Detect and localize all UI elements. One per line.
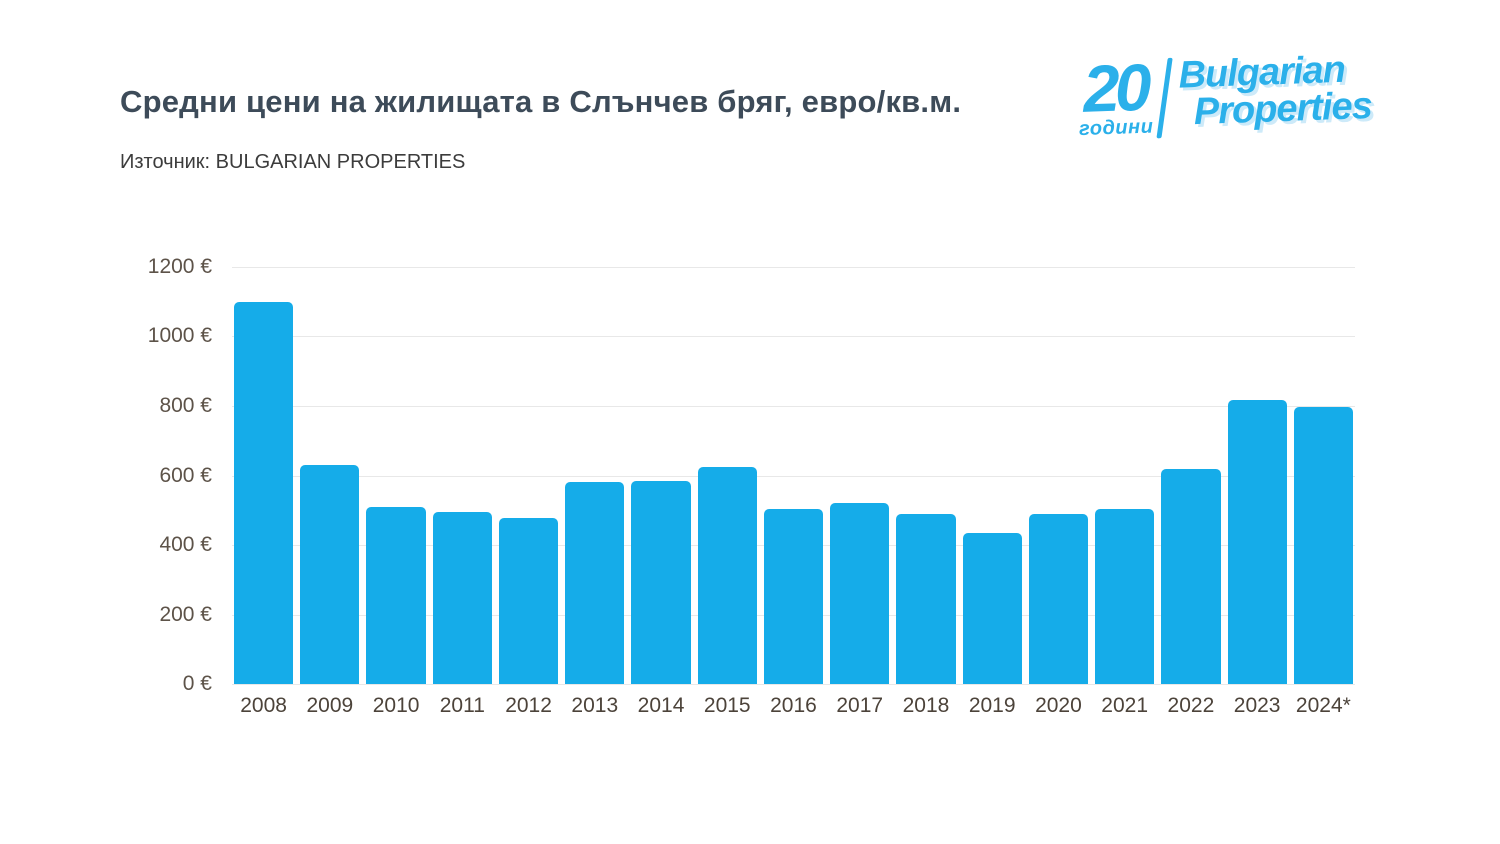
x-tick-label: 2011 bbox=[439, 694, 485, 717]
y-tick-label: 600 € bbox=[159, 463, 212, 487]
bar-column bbox=[697, 267, 757, 684]
source-label: Източник: BULGARIAN PROPERTIES bbox=[120, 151, 466, 173]
plot-area bbox=[232, 267, 1355, 685]
y-tick-label: 800 € bbox=[159, 393, 212, 417]
x-tick-label: 2019 bbox=[968, 694, 1016, 717]
bar-2008 bbox=[234, 301, 294, 684]
bar-column bbox=[432, 267, 492, 684]
bar-column bbox=[1293, 267, 1353, 684]
x-axis: 2008 2009 2010 2011 2012 2013 2014 2015 2016 2017… bbox=[232, 694, 1355, 718]
bar-column bbox=[1095, 267, 1155, 684]
logo-years-label: години bbox=[1078, 115, 1154, 140]
bar-2022 bbox=[1161, 469, 1221, 684]
logo-divider bbox=[1156, 57, 1174, 139]
x-tick-label: 2018 bbox=[902, 694, 950, 717]
y-tick-label: 0 € bbox=[182, 672, 212, 695]
bar-column bbox=[300, 267, 360, 684]
gridline bbox=[232, 336, 1355, 338]
gridline bbox=[232, 267, 1355, 268]
x-tick-label: 2024* bbox=[1295, 694, 1351, 717]
x-tick-label: 2016 bbox=[770, 694, 817, 717]
x-tick-label: 2013 bbox=[571, 694, 619, 717]
bar-2021 bbox=[1095, 508, 1155, 684]
logo-brand-name: Bulgarian Properties bbox=[1178, 49, 1373, 134]
logo-number: 20 bbox=[1081, 49, 1148, 126]
bar-2016 bbox=[763, 508, 824, 684]
bar-column bbox=[896, 267, 956, 684]
bar-column bbox=[962, 267, 1022, 684]
bar-column bbox=[1227, 267, 1287, 684]
logo-brand-line2: Properties bbox=[1193, 85, 1373, 134]
bar-column bbox=[763, 267, 824, 684]
bar-column bbox=[830, 267, 890, 684]
brand-logo: 20 години Bulgarian Properties bbox=[1077, 49, 1373, 141]
bar-2010 bbox=[366, 506, 426, 684]
bar-2014 bbox=[631, 481, 691, 684]
bar-chart: 0 € 200 € 400 € 600 € 800 € 1000 € 1200 € 2008… bbox=[120, 255, 1355, 737]
bar-column bbox=[234, 267, 294, 684]
x-tick-label: 2010 bbox=[372, 694, 420, 717]
bar-column bbox=[366, 267, 426, 684]
bar-column bbox=[631, 267, 691, 684]
bar-column bbox=[1161, 267, 1221, 684]
bar-column bbox=[1028, 267, 1089, 684]
bar-column bbox=[498, 267, 559, 684]
bar-2011 bbox=[432, 512, 492, 684]
bar-2012 bbox=[498, 518, 559, 684]
x-tick-label: 2017 bbox=[836, 694, 884, 717]
y-tick-label: 400 € bbox=[159, 532, 212, 556]
x-tick-label: 2021 bbox=[1101, 694, 1149, 717]
y-axis: 0 € 200 € 400 € 600 € 800 € 1000 € 1200 € bbox=[120, 255, 222, 695]
x-tick-label: 2020 bbox=[1035, 694, 1082, 717]
bar-2024* bbox=[1293, 406, 1353, 684]
chart-title: Средни цени на жилищата в Слънчев бряг, … bbox=[120, 84, 962, 119]
y-tick-label: 1200 € bbox=[147, 255, 212, 278]
bar-2015 bbox=[697, 466, 757, 684]
x-tick-label: 2012 bbox=[505, 694, 552, 717]
y-tick-label: 1000 € bbox=[147, 324, 212, 348]
bar-2020 bbox=[1028, 513, 1089, 684]
gridline bbox=[232, 405, 1355, 407]
bar-2018 bbox=[896, 513, 956, 684]
bar-2019 bbox=[962, 532, 1022, 684]
x-tick-label: 2009 bbox=[306, 694, 354, 717]
bar-2009 bbox=[300, 465, 360, 684]
x-tick-label: 2014 bbox=[637, 694, 685, 717]
logo-20-years: 20 години bbox=[1077, 49, 1154, 141]
bars-container bbox=[232, 267, 1355, 684]
x-tick-label: 2008 bbox=[240, 694, 287, 717]
bar-2023 bbox=[1227, 400, 1287, 684]
bar-2013 bbox=[565, 482, 625, 684]
y-tick-label: 200 € bbox=[159, 602, 212, 626]
bar-column bbox=[565, 267, 625, 684]
gridline bbox=[232, 684, 1355, 685]
x-tick-label: 2015 bbox=[703, 694, 751, 717]
gridline bbox=[232, 475, 1355, 477]
x-tick-label: 2023 bbox=[1233, 694, 1281, 717]
x-tick-label: 2022 bbox=[1167, 694, 1215, 717]
bar-2017 bbox=[830, 503, 890, 684]
